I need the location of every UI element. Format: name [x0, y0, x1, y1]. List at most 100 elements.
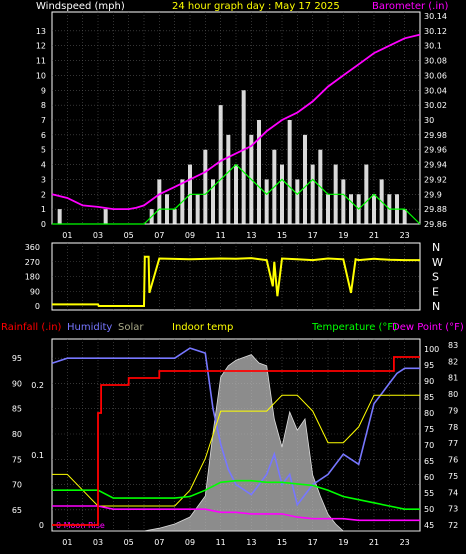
wind-y-tick-label: 3	[41, 175, 46, 184]
windspeed-bar	[172, 209, 177, 224]
x-tick-label: 17	[308, 231, 318, 240]
humidity-series-line	[51, 347, 420, 507]
barometer-y-tick-label: 30	[424, 116, 434, 125]
wind-y-tick-label: 6	[41, 131, 46, 140]
dewpoint-axis-label: Dew Point (°F)	[392, 322, 464, 333]
dewpoint-y-tick-label: 77	[448, 439, 458, 448]
barometer-axis-label: Barometer (.in)	[372, 1, 448, 12]
humidity-y-tick-label: 75	[12, 455, 22, 464]
x-tick-label: 15	[277, 538, 287, 547]
dewpoint-y-tick-label: 79	[448, 406, 458, 415]
indoor-temp-label: Indoor temp	[172, 322, 233, 333]
direction-y-tick-label: 90	[30, 287, 40, 296]
barometer-y-tick-label: 29.92	[424, 175, 447, 184]
temperature-y-tick-label: 50	[424, 505, 434, 514]
windspeed-bar	[226, 134, 231, 224]
windspeed-bar	[234, 164, 238, 224]
dewpoint-y-tick-label: 74	[448, 488, 458, 497]
solar-axis-label: Solar	[118, 322, 144, 333]
windspeed-bar	[326, 194, 330, 224]
windspeed-bar	[402, 209, 407, 224]
temperature-y-tick-label: 55	[424, 489, 434, 498]
wind-y-tick-label: 13	[36, 27, 46, 36]
temperature-y-tick-label: 100	[424, 345, 439, 354]
barometer-y-tick-label: 29.9	[424, 190, 442, 199]
barometer-y-tick-label: 30.12	[424, 27, 447, 36]
dewpoint-y-tick-label: 76	[448, 456, 458, 465]
humidity-axis-label: Humidity	[67, 322, 112, 333]
wind-direction-line	[52, 255, 420, 307]
windspeed-bar	[203, 149, 208, 224]
temperature-y-tick-label: 90	[424, 377, 434, 386]
wind-y-tick-label: 8	[41, 101, 46, 110]
x-tick-label: 15	[277, 231, 287, 240]
x-tick-label: 09	[185, 538, 195, 547]
wind-y-tick-label: 2	[41, 190, 46, 199]
wind-y-tick-label: 11	[36, 57, 46, 66]
x-tick-label: 21	[369, 231, 379, 240]
windspeed-axis-label: Windspeed (mph)	[36, 1, 125, 12]
x-tick-label: 21	[369, 538, 379, 547]
barometer-y-tick-label: 29.88	[424, 205, 447, 214]
dewpoint-y-tick-label: 81	[448, 374, 458, 383]
temperature-y-tick-label: 60	[424, 473, 434, 482]
rainfall-y-tick-label: 0.1	[31, 451, 44, 460]
windspeed-bar	[349, 194, 353, 224]
windspeed-bar	[211, 179, 215, 224]
windspeed-bar	[218, 105, 223, 224]
barometer-y-tick-label: 30.02	[424, 101, 447, 110]
humidity-y-tick-label: 65	[12, 506, 22, 515]
wind-y-tick-label: 10	[36, 71, 46, 80]
dewpoint-y-tick-label: 82	[448, 357, 458, 366]
rainfall-y-tick-label: 0.2	[31, 381, 44, 390]
x-tick-label: 13	[246, 538, 256, 547]
gust-series-line	[52, 163, 421, 225]
x-tick-label: 09	[185, 231, 195, 240]
wind-y-tick-label: 4	[41, 161, 46, 170]
windspeed-bar	[364, 164, 369, 224]
x-tick-label: 05	[124, 231, 134, 240]
x-tick-label: 07	[154, 231, 164, 240]
x-tick-label: 07	[154, 538, 164, 547]
x-tick-label: 11	[216, 231, 226, 240]
windspeed-bar	[303, 134, 307, 224]
wind-y-tick-label: 12	[36, 42, 46, 51]
windspeed-bar	[310, 164, 315, 224]
direction-y-tick-label: 360	[25, 243, 40, 252]
windspeed-bar	[157, 179, 162, 224]
windspeed-bar	[257, 120, 261, 224]
x-tick-label: 05	[124, 538, 134, 547]
compass-label: E	[432, 285, 439, 298]
chart-marks: 01234567891011121329.8629.8829.929.9229.…	[12, 12, 458, 547]
windspeed-bar	[195, 194, 200, 224]
barometer-y-tick-label: 30.14	[424, 12, 447, 21]
humidity-y-tick-label: 90	[12, 379, 22, 388]
wind-y-tick-label: 1	[41, 205, 46, 214]
x-tick-label: 01	[62, 538, 72, 547]
windspeed-bar	[103, 209, 108, 224]
compass-label: N	[432, 241, 440, 254]
temperature-y-tick-label: 95	[424, 361, 434, 370]
windspeed-bar	[287, 120, 292, 224]
barometer-y-tick-label: 30.08	[424, 57, 447, 66]
chart-title: 24 hour graph day : May 17 2025	[172, 1, 340, 12]
direction-y-tick-label: 270	[25, 258, 40, 267]
barometer-y-tick-label: 29.86	[424, 220, 447, 229]
x-tick-label: 11	[216, 538, 226, 547]
temperature-y-tick-label: 75	[424, 425, 434, 434]
dewpoint-series-line	[52, 505, 420, 522]
x-tick-label: 19	[338, 538, 348, 547]
rainfall-series-line	[52, 356, 420, 526]
temperature-axis-label: Temperature (°F)	[311, 322, 397, 333]
wind-y-tick-label: 0	[41, 220, 46, 229]
windspeed-bar	[295, 179, 300, 224]
compass-label: S	[432, 271, 439, 284]
dewpoint-y-tick-label: 73	[448, 505, 458, 514]
temperature-y-tick-label: 80	[424, 409, 434, 418]
barometer-y-tick-label: 30.06	[424, 71, 447, 80]
barometer-y-tick-label: 30.1	[424, 42, 442, 51]
humidity-y-tick-label: 70	[12, 481, 22, 490]
rainfall-y-tick-label: 0	[39, 521, 44, 530]
windspeed-bar	[341, 179, 346, 224]
